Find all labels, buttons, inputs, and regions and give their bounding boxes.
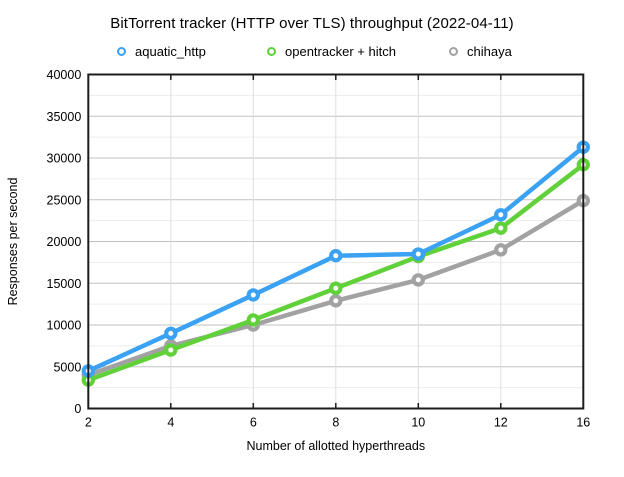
chart-title: BitTorrent tracker (HTTP over TLS) throu… — [110, 15, 514, 32]
data-point-marker — [329, 294, 343, 308]
legend-marker-icon — [449, 46, 458, 56]
y-axis-title: Responses per second — [6, 178, 20, 306]
data-point-marker — [164, 326, 178, 341]
y-tick-label: 35000 — [47, 110, 82, 124]
y-tick-label: 40000 — [47, 68, 82, 82]
x-tick-label: 8 — [332, 416, 339, 430]
data-point-marker — [246, 288, 260, 302]
legend-label: aquatic_http — [135, 43, 206, 59]
y-tick-label: 5000 — [53, 360, 81, 374]
legend-marker-icon — [267, 46, 276, 56]
x-tick-label: 4 — [167, 416, 174, 430]
legend-item-2: opentracker + hitch — [267, 43, 396, 59]
data-point-marker — [329, 281, 343, 295]
x-tick-label: 6 — [250, 416, 257, 430]
data-point-marker — [246, 313, 260, 327]
data-point-marker — [411, 273, 425, 287]
data-point-marker — [494, 221, 508, 235]
y-tick-label: 25000 — [47, 193, 82, 207]
grid-layer — [88, 74, 584, 409]
chart-legend: aquatic_http opentracker + hitch chihaya — [0, 43, 624, 59]
legend-item-1: aquatic_http — [117, 43, 206, 59]
x-tick-label: 10 — [411, 416, 425, 430]
legend-label: chihaya — [467, 43, 512, 59]
series-layer — [81, 140, 591, 387]
y-tick-label: 20000 — [47, 235, 82, 249]
y-tick-label: 30000 — [47, 152, 82, 166]
y-tick-label: 10000 — [47, 319, 82, 333]
data-point-marker — [164, 343, 178, 357]
x-axis-title: Number of allotted hyperthreads — [247, 439, 426, 453]
x-tick-label: 12 — [494, 416, 508, 430]
x-tick-label: 2 — [85, 416, 92, 430]
x-tick-label: 16 — [576, 416, 590, 430]
legend-label: opentracker + hitch — [285, 43, 396, 59]
axis-label-layer: 0 5000 10000 15000 20000 25000 30000 35000 40000… — [47, 68, 591, 430]
y-tick-label: 0 — [74, 402, 81, 416]
data-point-marker — [329, 248, 343, 263]
legend-item-3: chihaya — [449, 43, 512, 59]
axis-frame — [87, 73, 585, 410]
data-point-marker — [494, 243, 508, 257]
y-tick-label: 15000 — [47, 277, 82, 291]
legend-marker-icon — [117, 46, 126, 56]
data-point-marker — [494, 208, 508, 222]
data-point-marker — [411, 247, 425, 261]
